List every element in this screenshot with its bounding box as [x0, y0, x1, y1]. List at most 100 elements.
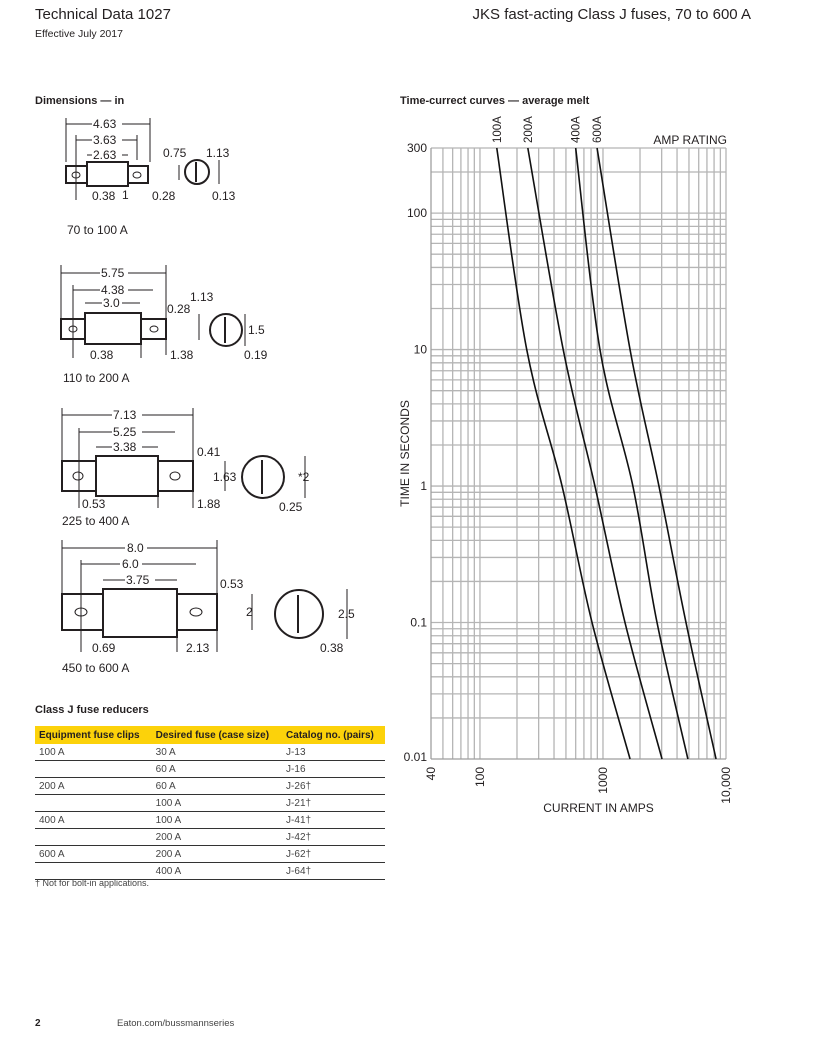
table-cell: 60 A: [151, 760, 283, 778]
effective-date: Effective July 2017: [35, 28, 123, 40]
dim-label: 0.75: [163, 146, 187, 160]
table-row: 200 A J-42†: [35, 828, 385, 846]
dimension-drawings: 4.63 3.63 2.63 0.75 1.13 0.38 1 0.28 0.1…: [60, 117, 355, 675]
table-cell: 200 A: [35, 777, 152, 795]
dim-label: 1.13: [190, 290, 214, 304]
dim-label: 2.63: [93, 148, 117, 162]
series-label: 200A: [523, 116, 535, 143]
dim-label: 3.75: [126, 573, 150, 587]
table-cell: J-64†: [282, 862, 385, 880]
dim-label: 1.5: [248, 323, 265, 337]
drawing-caption: 110 to 200 A: [63, 371, 130, 385]
doc-title: Technical Data 1027: [35, 6, 171, 23]
dim-label: 0.38: [90, 348, 114, 362]
dim-label: 6.0: [122, 557, 139, 571]
dim-label: 3.0: [103, 296, 120, 310]
table-row: 100 A 30 A J-13: [35, 744, 385, 761]
y-axis-label: TIME IN SECONDS: [398, 400, 412, 507]
drawing-caption: 225 to 400 A: [62, 514, 129, 528]
table-cell: J-42†: [282, 828, 385, 846]
table-cell: J-13: [282, 744, 385, 761]
table-cell: [35, 828, 152, 846]
dim-label: 3.63: [93, 133, 117, 147]
drawing-caption: 70 to 100 A: [67, 223, 128, 237]
product-title: JKS fast-acting Class J fuses, 70 to 600…: [472, 6, 751, 23]
dim-label: 1.13: [206, 146, 230, 160]
dim-label: 0.69: [92, 641, 116, 655]
table-row: 100 A J-21†: [35, 794, 385, 812]
reducers-table: Equipment fuse clips Desired fuse (case …: [35, 726, 385, 880]
fuse-drawing-70-100: [65, 118, 220, 200]
dimensions-title: Dimensions — in: [35, 95, 125, 107]
table-cell: [35, 794, 152, 812]
dim-label: 0.38: [92, 189, 116, 203]
table-row: 200 A 60 A J-26†: [35, 777, 385, 795]
dim-label: 5.25: [113, 425, 137, 439]
x-axis-label: CURRENT IN AMPS: [543, 801, 653, 815]
dim-label: 8.0: [127, 541, 144, 555]
table-cell: 30 A: [151, 744, 283, 761]
chart-title: Time-currect curves — average melt: [400, 95, 590, 107]
legend-title: AMP RATING: [653, 133, 727, 147]
dim-label: 0.28: [152, 189, 176, 203]
curve-400A: [574, 147, 689, 760]
dim-label: 0.53: [220, 577, 244, 591]
table-cell: J-26†: [282, 777, 385, 795]
y-tick-label: 100: [407, 206, 427, 220]
dim-label: 4.63: [93, 117, 117, 131]
table-row: 400 A 100 A J-41†: [35, 811, 385, 829]
table-cell: 100 A: [35, 744, 152, 761]
dim-label: 0.25: [279, 500, 303, 514]
table-cell: 60 A: [151, 777, 283, 795]
y-tick-label: 1: [420, 479, 427, 493]
x-tick-label: 10,000: [719, 767, 733, 804]
dim-label: 2: [246, 605, 253, 619]
dim-label: 0.41: [197, 445, 221, 459]
website: Eaton.com/bussmannseries: [117, 1018, 235, 1029]
y-tick-label: 0.1: [410, 616, 427, 630]
dim-label: 3.38: [113, 440, 137, 454]
dim-label: 2.5: [338, 607, 355, 621]
dim-label: 4.38: [101, 283, 125, 297]
curve-100A: [495, 147, 631, 760]
dim-label: 1.38: [170, 348, 194, 362]
table-cell: 400 A: [35, 811, 152, 829]
table-cell: [35, 760, 152, 778]
fuse-drawing-225-400: [61, 408, 306, 508]
table-cell: J-62†: [282, 845, 385, 863]
dim-label: 2.13: [186, 641, 210, 655]
dim-label: 5.75: [101, 266, 125, 280]
fuse-drawing-110-200: [60, 265, 246, 358]
curve-200A: [527, 147, 663, 760]
y-tick-label: 300: [407, 141, 427, 155]
table-cell: [35, 862, 152, 880]
dim-label: 0.13: [212, 189, 236, 203]
table-cell: J-21†: [282, 794, 385, 812]
y-tick-label: 10: [414, 343, 428, 357]
table-cell: J-16: [282, 760, 385, 778]
x-tick-label: 100: [473, 767, 487, 787]
dim-label: 0.38: [320, 641, 344, 655]
table-cell: 400 A: [151, 862, 283, 880]
table-cell: 200 A: [151, 845, 283, 863]
series-label: 100A: [492, 116, 504, 143]
drawing-caption: 450 to 600 A: [62, 661, 129, 675]
dim-label: *2: [298, 470, 310, 484]
dim-label: 0.19: [244, 348, 268, 362]
dim-label: 0.28: [167, 302, 191, 316]
dim-label: 1.63: [213, 470, 237, 484]
series-label: 400A: [571, 116, 583, 143]
reducers-title: Class J fuse reducers: [35, 704, 149, 716]
dim-label: 1: [122, 188, 129, 202]
table-cell: 200 A: [151, 828, 283, 846]
time-current-chart: 300 100 10 1 0.1 0.01 40 100 1000 10,000 CURRENT I…: [398, 116, 733, 815]
table-cell: 100 A: [151, 794, 283, 812]
column-header: Desired fuse (case size): [151, 726, 283, 744]
fuse-drawing-450-600: [61, 540, 348, 652]
dim-label: 0.53: [82, 497, 106, 511]
page-number: 2: [35, 1018, 41, 1029]
footnote: † Not for bolt-in applications.: [35, 878, 150, 888]
series-label: 600A: [592, 116, 604, 143]
table-row: 400 A J-64†: [35, 862, 385, 880]
x-tick-label: 40: [424, 767, 438, 781]
